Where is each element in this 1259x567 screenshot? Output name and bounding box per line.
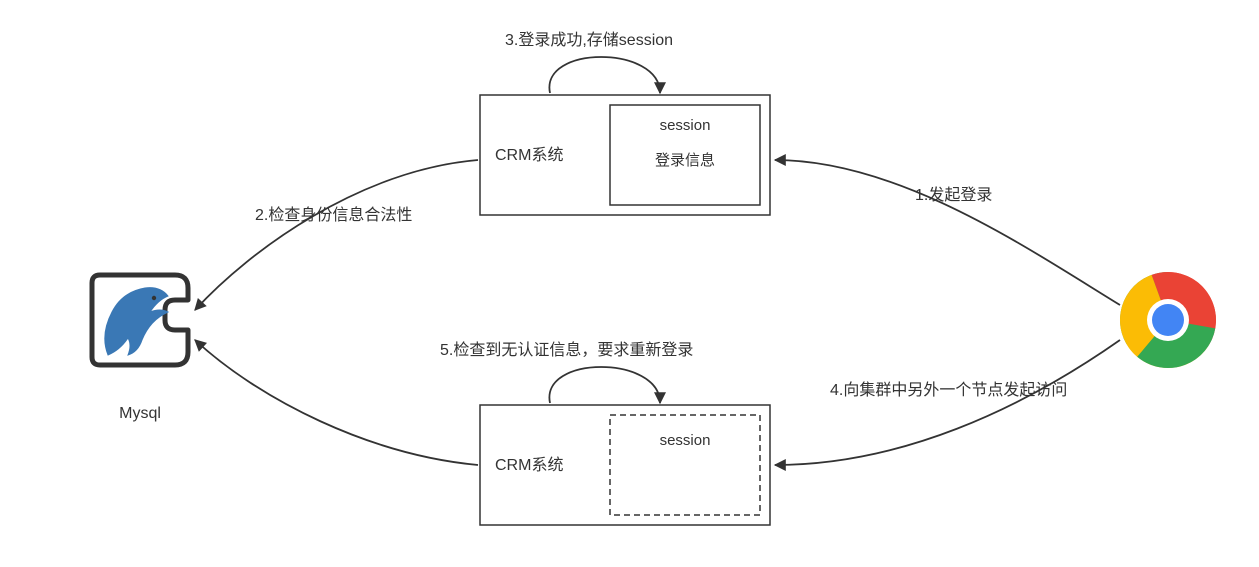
- edge-1: [775, 160, 1120, 305]
- edge-3-label: 3.登录成功,存储session: [505, 31, 673, 49]
- crm-top-session-sublabel: 登录信息: [655, 152, 715, 169]
- crm-bottom-session-label: session: [660, 432, 711, 449]
- mysql-node: Mysql: [92, 275, 188, 422]
- edge-2-label: 2.检查身份信息合法性: [255, 206, 412, 224]
- chrome-node: [1106, 258, 1229, 381]
- edge-5-label: 5.检查到无认证信息，要求重新登录: [440, 341, 693, 359]
- diagram-canvas: Mysql CRM系统 session 登录信息 CRM系统 session 1…: [0, 0, 1259, 567]
- mysql-label: Mysql: [119, 405, 161, 422]
- crm-bottom-label: CRM系统: [495, 456, 563, 474]
- edge-crm-bottom-to-mysql: [195, 340, 478, 465]
- crm-bottom-session-box: [610, 415, 760, 515]
- edge-3: [549, 57, 660, 93]
- edge-4: [775, 340, 1120, 465]
- crm-top-node: CRM系统 session 登录信息: [480, 95, 770, 215]
- edge-2: [195, 160, 478, 310]
- edge-1-label: 1.发起登录: [915, 186, 992, 204]
- crm-bottom-node: CRM系统 session: [480, 405, 770, 525]
- edge-4-label: 4.向集群中另外一个节点发起访问: [830, 381, 1067, 399]
- edge-5: [549, 367, 660, 403]
- crm-top-session-label: session: [660, 117, 711, 134]
- crm-top-label: CRM系统: [495, 146, 563, 164]
